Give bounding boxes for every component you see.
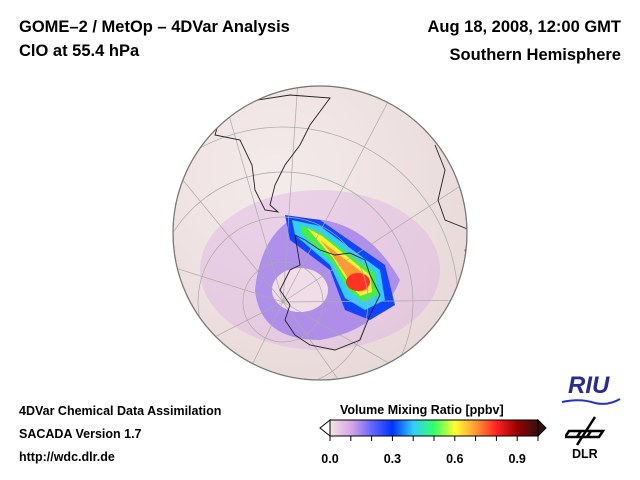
riu-logo: RIU bbox=[568, 372, 610, 399]
globe-map bbox=[172, 85, 468, 381]
date-label: Aug 18, 2008, 12:00 GMT bbox=[427, 18, 622, 36]
colorbar-gradient bbox=[329, 419, 539, 437]
coast-island bbox=[464, 245, 467, 259]
colorbar-extend-low bbox=[319, 418, 331, 438]
colorbar-tick-label: 0.9 bbox=[508, 452, 526, 466]
colorbar bbox=[319, 418, 547, 441]
colorbar-title: Volume Mixing Ratio [ppbv] bbox=[340, 403, 504, 417]
map-title: GOME–2 / MetOp – 4DVar Analysis bbox=[19, 18, 290, 36]
colorbar-tick-label: 0.3 bbox=[383, 452, 402, 466]
coast-south-america bbox=[214, 94, 331, 213]
coast-africa bbox=[434, 144, 467, 231]
map-subtitle: ClO at 55.4 hPa bbox=[19, 42, 140, 60]
coast-antarctica bbox=[279, 234, 381, 351]
colorbar-extend-high bbox=[537, 418, 547, 438]
riu-wave-icon bbox=[561, 398, 621, 405]
colorbar-tick-label: 0.6 bbox=[446, 452, 464, 466]
colorbar-tick-label: 0.0 bbox=[321, 452, 339, 466]
clo-max bbox=[346, 273, 370, 291]
footer-line-2: SACADA Version 1.7 bbox=[19, 427, 142, 441]
footer-line-1: 4DVar Chemical Data Assimilation bbox=[19, 404, 222, 418]
dlr-logo-icon bbox=[565, 416, 606, 446]
hemisphere-label: Southern Hemisphere bbox=[449, 46, 621, 64]
dlr-logo-text: DLR bbox=[572, 447, 598, 461]
footer-url[interactable]: http://wdc.dlr.de bbox=[19, 450, 115, 464]
